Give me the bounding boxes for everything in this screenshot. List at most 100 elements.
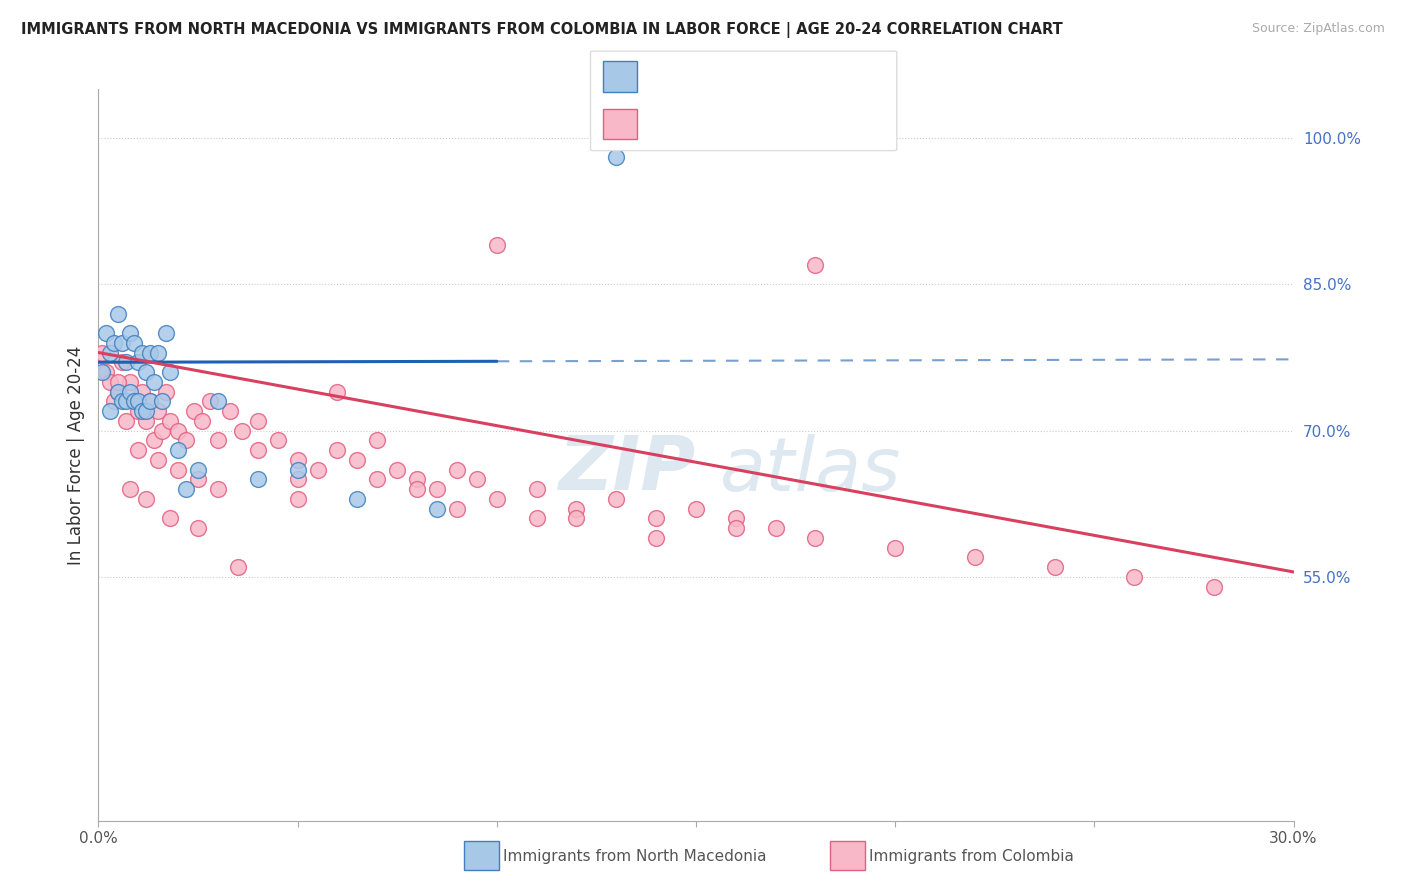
Point <box>167 462 190 476</box>
Point <box>231 424 253 438</box>
Text: Immigrants from Colombia: Immigrants from Colombia <box>869 849 1074 863</box>
Point <box>98 375 122 389</box>
Point <box>124 394 146 409</box>
Y-axis label: In Labor Force | Age 20-24: In Labor Force | Age 20-24 <box>66 345 84 565</box>
Point <box>1202 580 1225 594</box>
Text: ZIP: ZIP <box>558 433 696 506</box>
Point <box>645 531 668 545</box>
Point <box>198 394 221 409</box>
Text: R =: R = <box>647 68 682 86</box>
Point <box>155 326 177 340</box>
Point <box>267 434 290 448</box>
Point <box>159 511 181 525</box>
Point <box>107 384 129 399</box>
Point <box>307 462 329 476</box>
Point <box>98 345 122 359</box>
Point <box>115 414 138 428</box>
Point <box>98 404 122 418</box>
Point <box>139 394 162 409</box>
Point <box>96 365 118 379</box>
Point <box>191 414 214 428</box>
Point <box>366 472 388 486</box>
Text: Immigrants from North Macedonia: Immigrants from North Macedonia <box>503 849 766 863</box>
Point <box>135 365 157 379</box>
Point <box>143 434 166 448</box>
Point <box>131 404 153 418</box>
Point <box>155 384 177 399</box>
Point <box>246 472 269 486</box>
Point <box>150 424 173 438</box>
Text: 37: 37 <box>817 68 839 86</box>
Point <box>127 443 149 458</box>
Bar <box>603 62 637 92</box>
Point <box>120 482 142 496</box>
Point <box>446 501 468 516</box>
Point <box>135 404 157 418</box>
Point <box>963 550 986 565</box>
Point <box>724 521 747 535</box>
Point <box>103 394 125 409</box>
Point <box>765 521 787 535</box>
Point <box>246 414 269 428</box>
Point <box>159 365 181 379</box>
Point <box>120 384 142 399</box>
Point <box>107 306 129 320</box>
Point <box>127 355 149 369</box>
Text: N =: N = <box>770 115 807 133</box>
Point <box>148 345 170 359</box>
Text: 0.004: 0.004 <box>693 68 751 86</box>
Point <box>565 501 588 516</box>
Point <box>366 434 388 448</box>
Point <box>115 394 138 409</box>
Point <box>645 511 668 525</box>
Bar <box>603 109 637 139</box>
Point <box>385 462 409 476</box>
Text: Source: ZipAtlas.com: Source: ZipAtlas.com <box>1251 22 1385 36</box>
Point <box>107 384 129 399</box>
Point <box>287 452 309 467</box>
Point <box>207 482 229 496</box>
Text: 77: 77 <box>817 115 839 133</box>
Point <box>127 394 149 409</box>
Text: N =: N = <box>770 68 807 86</box>
Point <box>605 491 627 506</box>
Point <box>124 394 146 409</box>
Point <box>1043 560 1066 574</box>
Point <box>183 404 205 418</box>
Point <box>127 404 149 418</box>
Point <box>219 404 242 418</box>
Point <box>135 414 157 428</box>
Point <box>246 443 269 458</box>
Point <box>111 335 134 350</box>
Point <box>91 345 114 359</box>
Text: R =: R = <box>647 115 682 133</box>
Point <box>148 404 170 418</box>
Point <box>174 482 197 496</box>
Point <box>120 326 142 340</box>
Point <box>526 482 548 496</box>
Point <box>884 541 907 555</box>
FancyBboxPatch shape <box>591 51 897 151</box>
Point <box>167 424 190 438</box>
Point <box>485 491 508 506</box>
Point <box>565 511 588 525</box>
Point <box>326 384 349 399</box>
Point <box>135 491 157 506</box>
Point <box>96 326 118 340</box>
Point <box>150 394 173 409</box>
Point <box>804 531 827 545</box>
Point <box>124 335 146 350</box>
Point <box>148 452 170 467</box>
Point <box>605 151 627 165</box>
Point <box>287 462 309 476</box>
Point <box>426 501 449 516</box>
Point <box>207 434 229 448</box>
Point <box>485 238 508 252</box>
Point <box>143 375 166 389</box>
Point <box>346 452 368 467</box>
Point <box>120 375 142 389</box>
Point <box>724 511 747 525</box>
Point <box>346 491 368 506</box>
Point <box>159 414 181 428</box>
Point <box>174 434 197 448</box>
